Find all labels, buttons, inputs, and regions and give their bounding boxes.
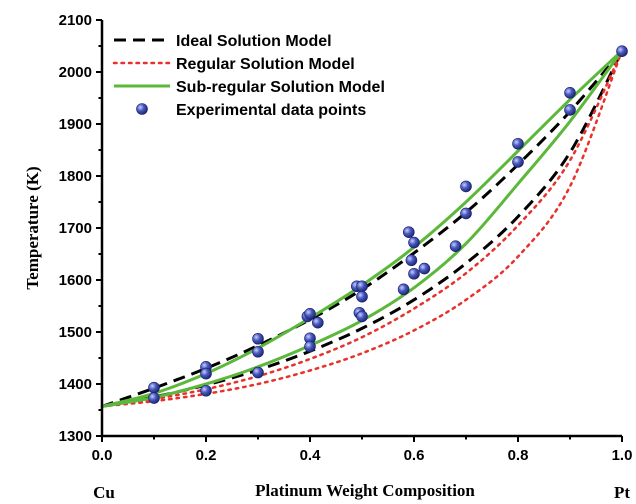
regular-solution-model-curve-1 — [100, 49, 624, 408]
data-point — [405, 254, 418, 267]
legend-label: Regular Solution Model — [176, 56, 355, 73]
data-point — [564, 87, 576, 99]
legend-label: Ideal Solution Model — [176, 33, 332, 50]
data-point — [512, 156, 524, 168]
sub-regular-solution-model-curve-2 — [101, 49, 624, 408]
data-point — [408, 236, 420, 249]
data-point — [418, 262, 431, 275]
end-label-right: Pt — [614, 483, 630, 502]
ideal-solution-model-curve-1 — [101, 49, 624, 408]
legend: Ideal Solution Model Regular Solution Mod… — [112, 33, 385, 119]
data-point — [397, 283, 410, 296]
data-point — [252, 332, 264, 345]
legend-label: Sub-regular Solution Model — [176, 79, 385, 96]
y-tick-label: 1800 — [59, 168, 92, 185]
x-tick-label: 0.8 — [508, 447, 529, 464]
x-tick-label: 0.4 — [300, 447, 322, 464]
data-point — [304, 340, 316, 353]
data-point — [356, 310, 368, 323]
y-tick-label: 1500 — [59, 324, 92, 341]
data-point — [616, 45, 628, 58]
data-point — [200, 384, 212, 397]
y-tick-label: 1700 — [59, 220, 92, 237]
data-point — [148, 381, 160, 394]
data-point — [408, 267, 420, 280]
x-tick-label: 0.2 — [196, 447, 217, 464]
legend-marker — [136, 103, 148, 115]
data-point — [304, 307, 316, 320]
y-tick-label: 2100 — [59, 12, 92, 29]
axes: 1300 1400 1500 1600 1700 1800 1900 2000 2100 0.0 0… — [59, 12, 633, 464]
end-label-left: Cu — [93, 483, 115, 502]
plot-area — [100, 45, 628, 408]
data-point — [512, 137, 524, 150]
y-tick-label: 1600 — [59, 272, 92, 289]
y-axis-title: Temperature (K) — [23, 166, 42, 289]
data-point — [252, 366, 264, 379]
data-point — [402, 226, 415, 238]
data-point — [449, 240, 462, 252]
x-axis-title: Platinum Weight Composition — [255, 481, 475, 500]
x-tick-label: 0.0 — [92, 447, 113, 464]
legend-label: Experimental data points — [176, 102, 366, 119]
data-point — [564, 104, 576, 116]
data-point — [252, 345, 264, 358]
data-point — [356, 280, 368, 293]
regular-solution-model-curve-2 — [100, 49, 624, 408]
y-tick-label: 2000 — [59, 64, 92, 81]
sub-regular-solution-model-curve-1 — [101, 49, 624, 408]
data-point — [200, 367, 212, 380]
x-tick-label: 1.0 — [612, 447, 633, 464]
data-point — [311, 316, 324, 329]
y-tick-label: 1900 — [59, 116, 92, 133]
x-tick-label: 0.6 — [404, 447, 425, 464]
y-tick-label: 1400 — [59, 376, 92, 393]
data-point — [460, 180, 472, 193]
data-point — [356, 290, 368, 303]
y-tick-label: 1300 — [59, 428, 92, 445]
data-point — [460, 207, 472, 220]
data-point — [148, 392, 160, 404]
